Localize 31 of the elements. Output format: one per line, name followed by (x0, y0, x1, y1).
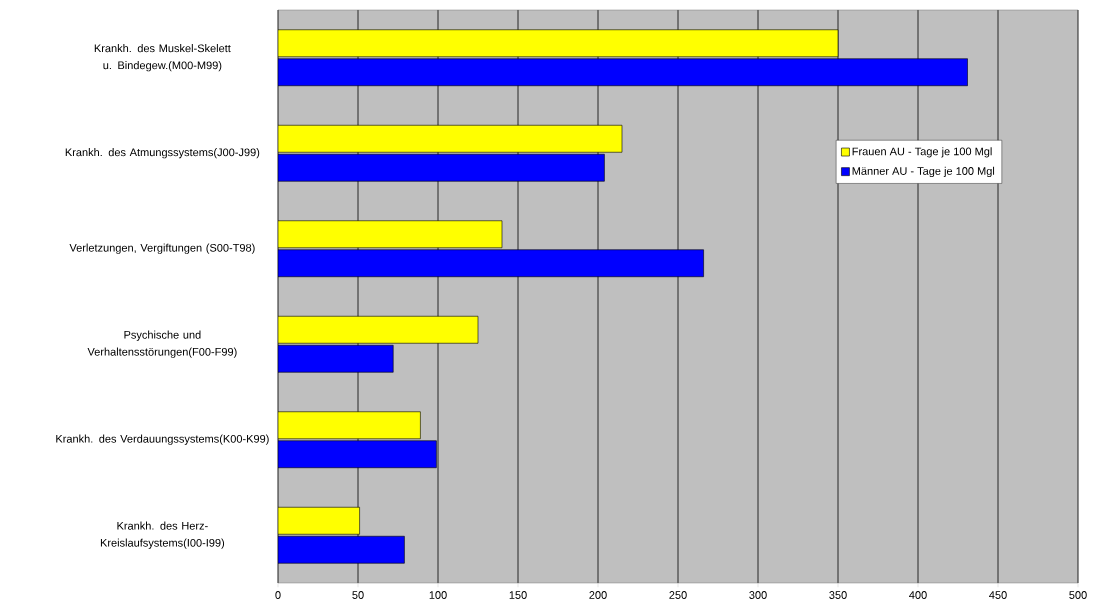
x-tick-label: 250 (669, 591, 687, 599)
bar (278, 315, 479, 344)
x-tick-label: 50 (352, 591, 364, 599)
y-tick-label: Krankh. des Atmungssystems(J00-J99) (65, 148, 260, 159)
bar (278, 58, 968, 87)
y-tick-label: Krankh. des Verdauungssystems(K00-K99) (56, 434, 269, 445)
bar (278, 124, 623, 153)
x-tick-label: 300 (749, 591, 767, 599)
x-tick-label: 350 (829, 591, 847, 599)
bar (278, 249, 704, 278)
legend-label: Männer AU - Tage je 100 Mgl (852, 166, 995, 178)
x-tick-label: 400 (909, 591, 927, 599)
bar (278, 411, 421, 440)
bar (278, 220, 503, 249)
y-tick-label: Krankh. des Muskel-Skelett u. Bindegew.(M00-M99) (94, 44, 231, 72)
x-tick-label: 450 (989, 591, 1007, 599)
x-tick-label: 200 (589, 591, 607, 599)
x-tick-label: 100 (429, 591, 447, 599)
x-tick-label: 150 (509, 591, 527, 599)
bar (278, 440, 437, 469)
y-tick-label: Krankh. des Herz-Kreislaufsystems(I00-I99) (100, 521, 225, 549)
bar (278, 153, 605, 182)
bar (278, 506, 360, 535)
y-tick-label: Psychische und Verhaltensstörungen(F00-F99) (87, 330, 237, 358)
legend-label: Frauen AU - Tage je 100 Mgl (852, 147, 992, 158)
x-tick-label: 0 (275, 591, 281, 599)
bar (278, 344, 394, 373)
bar (278, 535, 405, 564)
bar (278, 29, 839, 58)
y-tick-label: Verletzungen, Vergiftungen (S00-T98) (69, 243, 255, 254)
x-tick-label: 500 (1069, 591, 1087, 599)
